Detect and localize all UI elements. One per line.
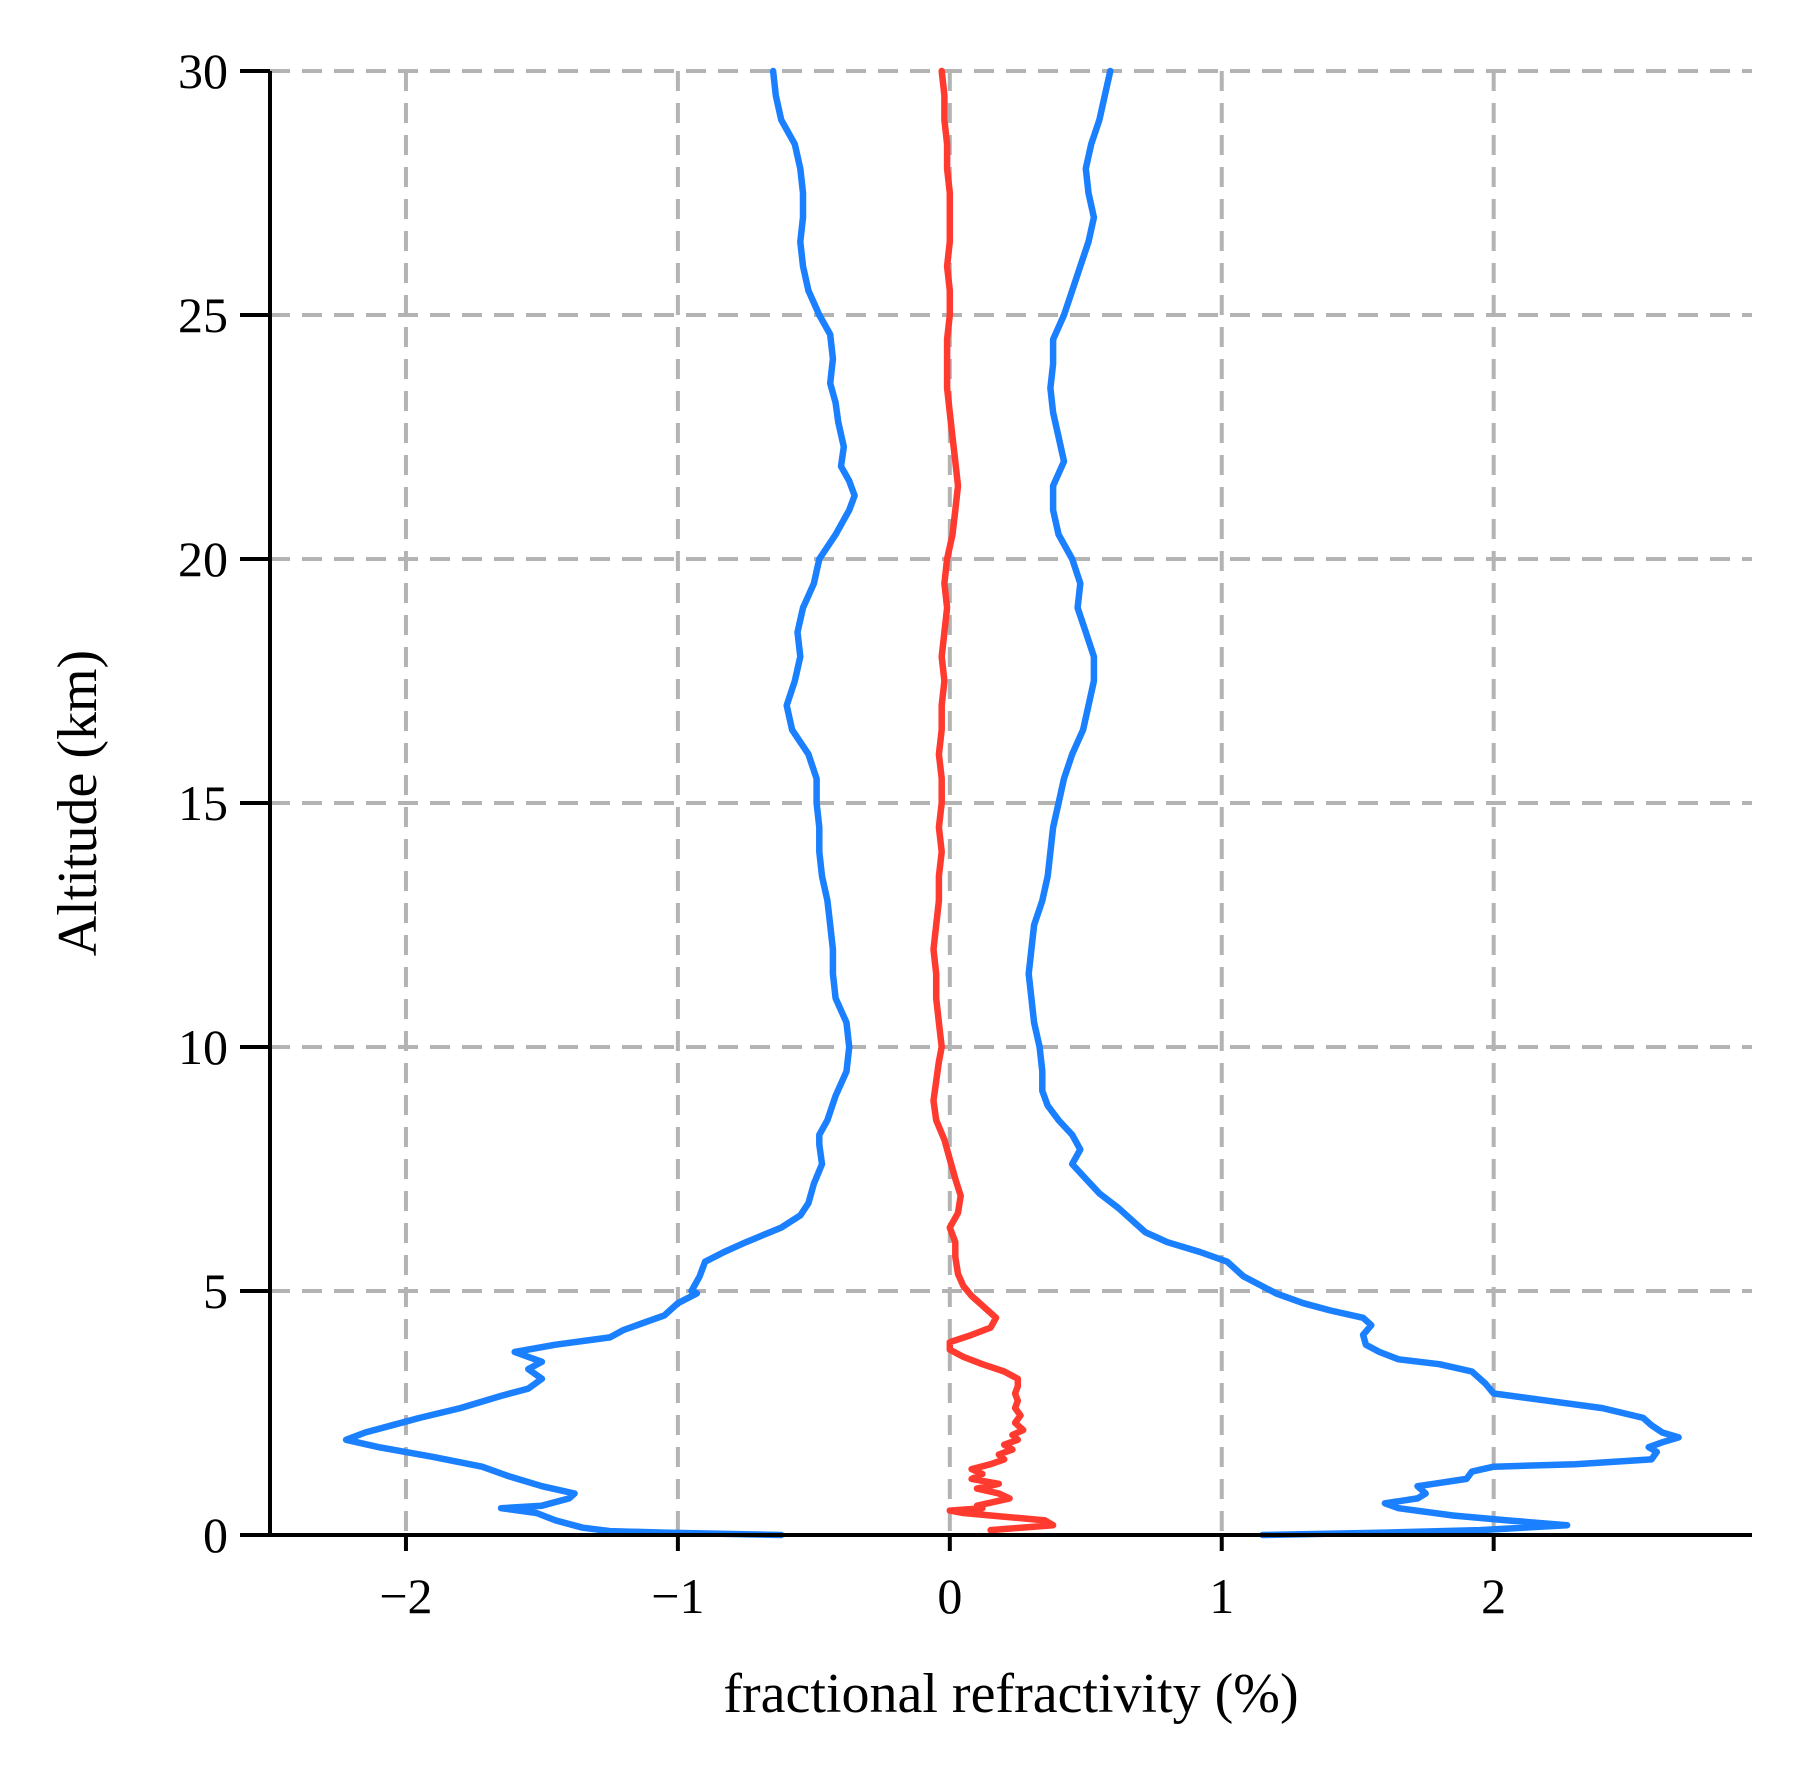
y-tick-label-6: 30	[178, 43, 228, 99]
x-tick-label-4: 2	[1481, 1568, 1506, 1624]
y-axis-title: Altitude (km)	[47, 650, 109, 956]
y-tick-label-4: 20	[178, 531, 228, 587]
axes	[240, 69, 1752, 1551]
x-tick-label-0: −2	[379, 1568, 432, 1624]
y-tick-label-5: 25	[178, 287, 228, 343]
y-tick-label-0: 0	[203, 1507, 228, 1563]
x-tick-label-1: −1	[651, 1568, 704, 1624]
y-tick-label-3: 15	[178, 775, 228, 831]
grid-lines	[270, 69, 1752, 1535]
series-line-mean	[930, 67, 1057, 1534]
x-tick-label-2: 0	[937, 1568, 962, 1624]
series-line-lower-bound	[342, 67, 858, 1539]
y-tick-label-2: 10	[178, 1019, 228, 1075]
y-tick-label-1: 5	[203, 1263, 228, 1319]
series-line-upper-bound	[1025, 67, 1682, 1539]
x-tick-label-3: 1	[1209, 1568, 1234, 1624]
x-axis-title: fractional refractivity (%)	[723, 1663, 1298, 1725]
data-series	[342, 67, 1682, 1539]
